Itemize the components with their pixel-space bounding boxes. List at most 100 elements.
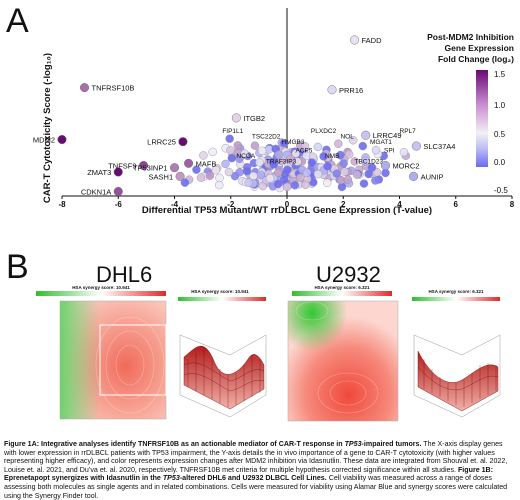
background-point [343, 175, 353, 184]
data-point [231, 113, 241, 123]
x-tick-label: -2 [227, 200, 235, 209]
legend-title-line1: Post-MDM2 Inhibition [427, 32, 514, 42]
background-point [274, 150, 283, 159]
background-point [274, 168, 283, 177]
point-label: ZMAT3 [87, 168, 111, 177]
background-point [352, 170, 362, 179]
background-gene-label: TBC1D23 [355, 158, 384, 165]
background-point [336, 150, 345, 160]
background-point [224, 167, 234, 177]
caption-1a-heading: Figure 1A: Integrative analyses identify… [4, 440, 422, 448]
background-point [180, 178, 190, 187]
data-point [113, 167, 123, 177]
x-tick-label: 8 [510, 200, 515, 209]
panel-b-letter: B [6, 248, 29, 286]
point-label: SASH1 [149, 172, 174, 181]
point-label: TNFSF9 [108, 162, 136, 171]
background-point [265, 174, 275, 183]
background-point [358, 141, 367, 151]
background-gene-label: NOL [340, 133, 354, 140]
caption-1a-text: The X-axis display genes with lower expr… [4, 440, 508, 474]
background-gene-label: NMB [325, 153, 339, 160]
labeled-points: FADD TNFRSF10B PRR16 MDM2 LRRC25 ITGB2 SLC37A4… [33, 35, 455, 197]
background-point [381, 168, 390, 178]
figure-caption: Figure 1A: Integrative analyses identify… [4, 440, 516, 500]
background-point [240, 149, 249, 158]
background-point [282, 182, 292, 192]
colorbar-tick: 0.0 [494, 158, 506, 167]
x-tick-label: -6 [115, 200, 123, 209]
background-point [192, 165, 201, 174]
point-label: ITGB2 [243, 114, 265, 123]
data-point [139, 160, 149, 171]
background-point [196, 173, 206, 182]
data-point [169, 163, 180, 173]
panel-a-letter: A [6, 2, 29, 40]
point-label: LRRC49 [373, 131, 402, 140]
synergy-score-label: HSA synergy score: 10.941 [191, 289, 249, 294]
background-gene-label: PLXDC2 [311, 128, 337, 135]
background-point [250, 141, 260, 150]
data-point [79, 83, 90, 93]
point-label: MORC2 [392, 162, 419, 171]
data-point [409, 171, 419, 181]
background-point [215, 173, 224, 183]
background-point [307, 158, 317, 167]
x-tick-label: 0 [285, 200, 290, 209]
background-point [283, 165, 292, 175]
point-label: LRRC25 [147, 138, 176, 147]
background-point [227, 153, 237, 163]
caption-1b-heading: Figure 1B: Eprenetapopt synergizes with … [4, 465, 494, 483]
background-point [249, 171, 258, 181]
background-gene-label: ACP5 [295, 148, 312, 155]
background-point [339, 159, 348, 168]
background-point [290, 181, 300, 190]
background-point [301, 180, 310, 190]
background-point [344, 150, 354, 159]
x-axis-label: Differential TP53 Mutant/WT rrDLBCL Gene… [142, 205, 432, 216]
background-point [371, 176, 380, 185]
data-point [175, 171, 185, 181]
colorbar-ticks: 1.5 1.0 0.5 0.0 -0.5 [494, 70, 508, 195]
y-axis-label: CAR-T Cytotoxicity Score (-log₁₀) [42, 53, 53, 203]
background-point [313, 142, 323, 152]
point-label: FADD [362, 36, 383, 45]
background-gene-label: RPL7 [400, 128, 417, 135]
synergy-score-label: HSA synergy score: 6.321 [314, 285, 370, 290]
cell-line-label-u2932: U2932 [316, 262, 381, 287]
synergy-score-label: HSA synergy score: 10.941 [72, 285, 130, 290]
background-point [286, 154, 295, 164]
background-point [211, 165, 221, 175]
background-point [322, 178, 332, 188]
background-point [361, 156, 370, 166]
data-point [380, 160, 390, 171]
data-point [113, 186, 123, 197]
data-point [178, 137, 188, 147]
background-point [371, 145, 381, 155]
x-tick-label: 2 [341, 200, 346, 209]
x-tick-label: -4 [171, 200, 179, 209]
background-point [332, 169, 341, 178]
background-point [334, 139, 343, 148]
background-point [199, 151, 208, 160]
point-label: AUNIP [421, 172, 444, 181]
point-label: TP53INP1 [133, 164, 168, 173]
colorbar-tick: 0.5 [494, 130, 506, 139]
point-label: TNFRSF10B [92, 84, 135, 93]
u2932-surface-3d: HSA synergy score: 6.321 [412, 289, 501, 418]
u2932-heatmap: HSA synergy score: 6.321 [287, 285, 399, 422]
point-label: MDM2 [33, 136, 55, 145]
colorbar [476, 70, 488, 167]
background-point [313, 169, 323, 179]
x-tick-label: 6 [454, 200, 459, 209]
legend-title-line3: Fold Change (log₂) [438, 54, 514, 64]
synergy-plots: HSA synergy score: 10.941 HSA synergy sc… [36, 285, 501, 422]
background-point [359, 179, 369, 188]
synergy-score-label: HSA synergy score: 6.321 [428, 289, 484, 294]
background-gene-label: SPI [384, 148, 395, 155]
colorbar-tick: 1.5 [494, 70, 506, 79]
background-point [208, 147, 217, 157]
background-gene-label: MGAT1 [370, 139, 392, 146]
background-point [233, 141, 242, 150]
